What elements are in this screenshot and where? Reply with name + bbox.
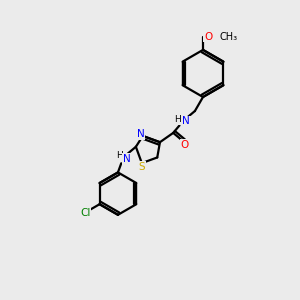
Text: Cl: Cl [80, 208, 90, 218]
Text: N: N [182, 116, 190, 126]
Text: N: N [122, 154, 130, 164]
Text: O: O [181, 140, 189, 150]
Text: CH₃: CH₃ [219, 32, 237, 42]
Text: H: H [174, 115, 181, 124]
Text: S: S [139, 162, 145, 172]
Text: N: N [136, 129, 144, 139]
Text: H: H [116, 151, 123, 160]
Text: O: O [204, 32, 212, 42]
